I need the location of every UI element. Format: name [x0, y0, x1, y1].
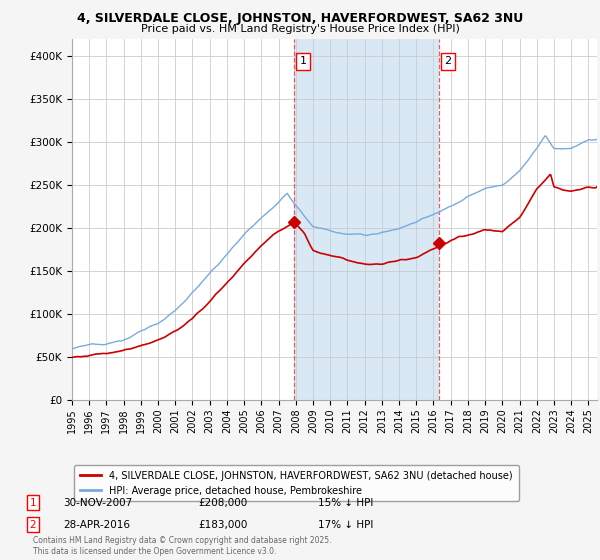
Text: 30-NOV-2007: 30-NOV-2007: [63, 498, 132, 508]
Text: £208,000: £208,000: [198, 498, 247, 508]
Text: 17% ↓ HPI: 17% ↓ HPI: [318, 520, 373, 530]
Text: 1: 1: [299, 57, 307, 67]
Text: 1: 1: [29, 498, 37, 508]
Bar: [295, 39, 439, 400]
Text: 15% ↓ HPI: 15% ↓ HPI: [318, 498, 373, 508]
Text: 2: 2: [445, 57, 451, 67]
Text: 2: 2: [29, 520, 37, 530]
Text: £183,000: £183,000: [198, 520, 247, 530]
Text: 28-APR-2016: 28-APR-2016: [63, 520, 130, 530]
Text: 4, SILVERDALE CLOSE, JOHNSTON, HAVERFORDWEST, SA62 3NU: 4, SILVERDALE CLOSE, JOHNSTON, HAVERFORD…: [77, 12, 523, 25]
Legend: 4, SILVERDALE CLOSE, JOHNSTON, HAVERFORDWEST, SA62 3NU (detached house), HPI: Av: 4, SILVERDALE CLOSE, JOHNSTON, HAVERFORD…: [74, 465, 518, 501]
Text: Contains HM Land Registry data © Crown copyright and database right 2025.
This d: Contains HM Land Registry data © Crown c…: [33, 536, 331, 556]
Text: Price paid vs. HM Land Registry's House Price Index (HPI): Price paid vs. HM Land Registry's House …: [140, 24, 460, 34]
